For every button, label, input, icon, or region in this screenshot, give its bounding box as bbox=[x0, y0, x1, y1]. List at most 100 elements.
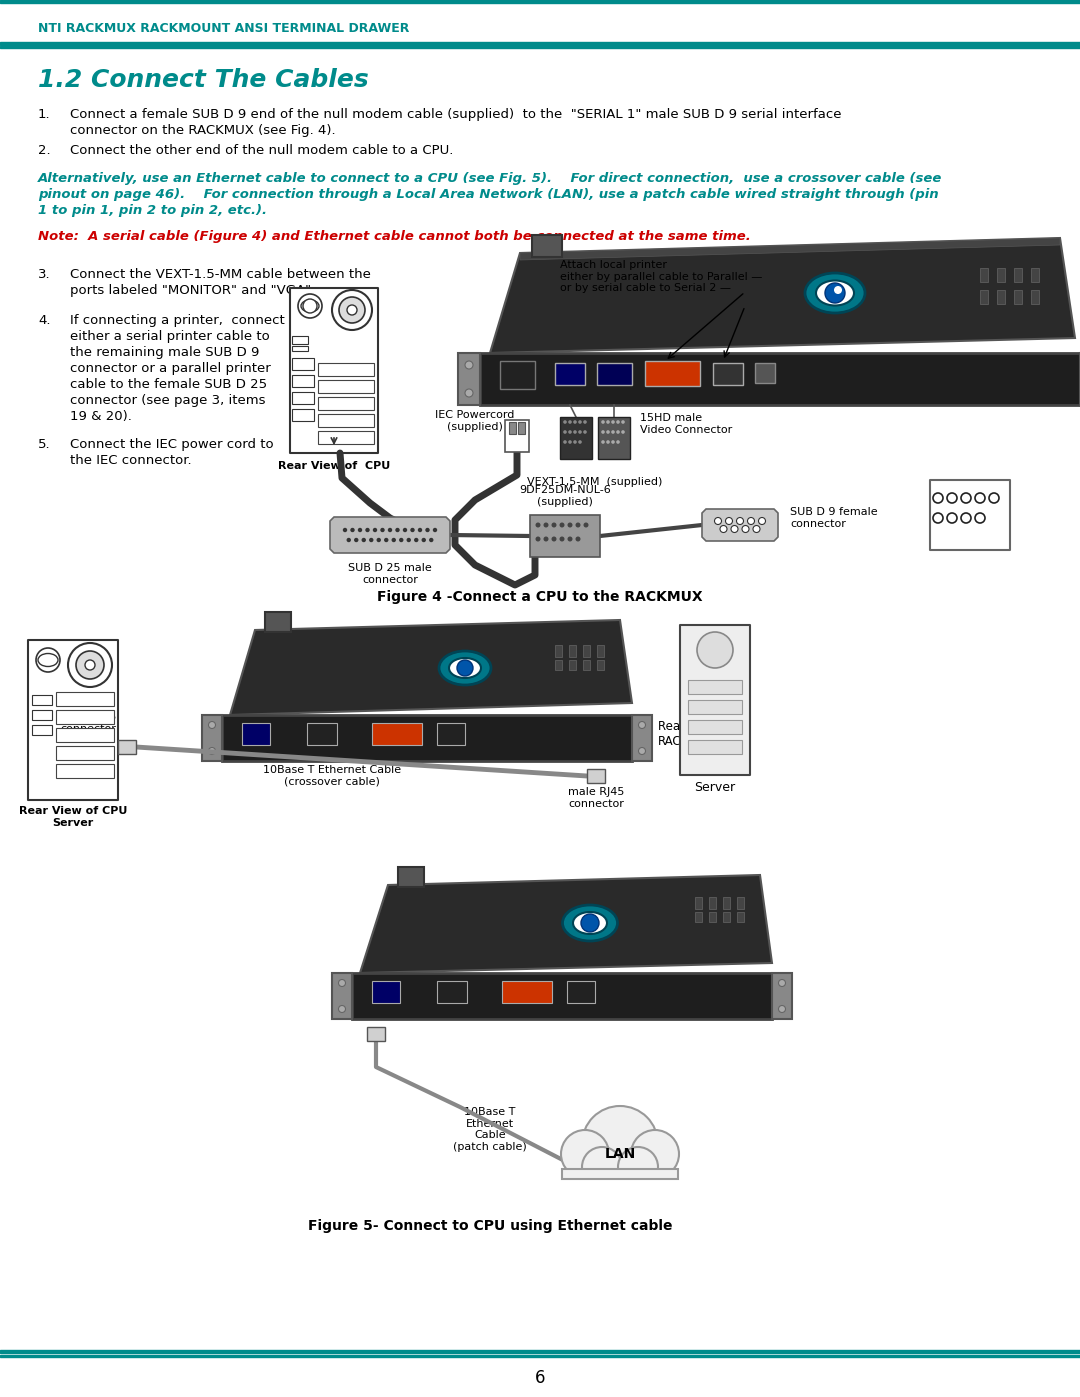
Circle shape bbox=[536, 522, 540, 528]
Bar bbox=[292, 374, 314, 387]
Bar bbox=[532, 235, 562, 257]
Circle shape bbox=[582, 1106, 658, 1182]
Circle shape bbox=[602, 430, 605, 434]
Circle shape bbox=[606, 440, 610, 444]
Circle shape bbox=[347, 538, 351, 542]
Circle shape bbox=[621, 430, 625, 434]
Circle shape bbox=[465, 388, 473, 397]
Bar bbox=[318, 432, 374, 444]
Text: 1.2 Connect The Cables: 1.2 Connect The Cables bbox=[38, 68, 368, 92]
Text: IEC Powercord
(supplied): IEC Powercord (supplied) bbox=[435, 409, 515, 432]
Text: 10Base T
Ethernet
Cable
(patch cable): 10Base T Ethernet Cable (patch cable) bbox=[454, 1106, 527, 1151]
Circle shape bbox=[568, 430, 571, 434]
Circle shape bbox=[362, 538, 366, 542]
Circle shape bbox=[342, 528, 347, 532]
Circle shape bbox=[975, 513, 985, 522]
Text: Attach local printer
either by parallel cable to Parallel —
or by serial cable t: Attach local printer either by parallel … bbox=[561, 260, 762, 293]
Polygon shape bbox=[230, 620, 632, 715]
Ellipse shape bbox=[301, 300, 319, 312]
Bar bbox=[292, 337, 308, 344]
Text: 15HD male
Video Connector: 15HD male Video Connector bbox=[640, 414, 732, 434]
Bar bbox=[530, 515, 600, 557]
Bar bbox=[372, 724, 422, 745]
Bar bbox=[518, 422, 525, 434]
Bar bbox=[696, 897, 702, 909]
Circle shape bbox=[457, 659, 473, 676]
Circle shape bbox=[779, 1006, 785, 1013]
Circle shape bbox=[779, 979, 785, 986]
Bar bbox=[688, 700, 742, 714]
Circle shape bbox=[561, 1130, 609, 1178]
Circle shape bbox=[76, 651, 104, 679]
Bar bbox=[588, 768, 605, 782]
Ellipse shape bbox=[438, 651, 491, 685]
Bar bbox=[307, 724, 337, 745]
Text: LAN: LAN bbox=[605, 1147, 636, 1161]
Circle shape bbox=[406, 538, 411, 542]
Circle shape bbox=[377, 538, 381, 542]
Bar bbox=[555, 363, 585, 386]
Bar bbox=[318, 363, 374, 376]
Circle shape bbox=[568, 420, 571, 423]
Bar bbox=[56, 710, 114, 724]
Text: Connect the IEC power cord to: Connect the IEC power cord to bbox=[70, 439, 273, 451]
Bar bbox=[737, 897, 744, 909]
Bar bbox=[367, 1027, 384, 1041]
Circle shape bbox=[567, 522, 572, 528]
Circle shape bbox=[720, 525, 727, 532]
Ellipse shape bbox=[38, 654, 58, 666]
Circle shape bbox=[638, 721, 646, 728]
Bar bbox=[318, 414, 374, 427]
Text: 2.: 2. bbox=[38, 144, 51, 156]
Circle shape bbox=[578, 430, 582, 434]
Circle shape bbox=[357, 528, 362, 532]
Text: If connecting a printer,  connect: If connecting a printer, connect bbox=[70, 314, 285, 327]
Circle shape bbox=[742, 525, 750, 532]
Circle shape bbox=[85, 659, 95, 671]
Bar bbox=[708, 912, 716, 922]
Circle shape bbox=[573, 420, 577, 423]
Bar bbox=[980, 291, 988, 305]
Bar bbox=[332, 972, 352, 1018]
Ellipse shape bbox=[449, 658, 481, 678]
Bar bbox=[597, 363, 632, 386]
Polygon shape bbox=[702, 509, 778, 541]
Text: SUB D 9 female
connector: SUB D 9 female connector bbox=[789, 507, 878, 528]
Circle shape bbox=[465, 360, 473, 369]
Bar bbox=[723, 912, 730, 922]
Text: 4.: 4. bbox=[38, 314, 51, 327]
Bar bbox=[558, 1169, 681, 1194]
Circle shape bbox=[573, 430, 577, 434]
Bar bbox=[291, 288, 378, 453]
Bar bbox=[632, 715, 652, 761]
Circle shape bbox=[731, 525, 738, 532]
Bar bbox=[502, 981, 552, 1003]
Bar bbox=[458, 353, 480, 405]
Bar bbox=[583, 645, 590, 657]
Circle shape bbox=[726, 517, 732, 524]
Text: either a serial printer cable to: either a serial printer cable to bbox=[70, 330, 270, 344]
Bar bbox=[598, 416, 630, 460]
Bar bbox=[555, 659, 562, 671]
Text: the remaining male SUB D 9: the remaining male SUB D 9 bbox=[70, 346, 259, 359]
Circle shape bbox=[380, 528, 384, 532]
Text: 3.: 3. bbox=[38, 268, 51, 281]
Circle shape bbox=[36, 648, 60, 672]
Bar bbox=[0, 42, 1080, 45]
Bar bbox=[688, 719, 742, 733]
Bar bbox=[772, 972, 792, 1018]
Circle shape bbox=[933, 493, 943, 503]
Bar bbox=[265, 612, 291, 631]
Circle shape bbox=[758, 517, 766, 524]
Bar bbox=[1014, 291, 1022, 305]
Circle shape bbox=[552, 522, 556, 528]
Bar bbox=[708, 897, 716, 909]
Bar bbox=[980, 268, 988, 282]
Text: male RJ45
connector: male RJ45 connector bbox=[568, 787, 624, 809]
Bar bbox=[437, 981, 467, 1003]
Circle shape bbox=[552, 536, 556, 542]
Circle shape bbox=[369, 538, 374, 542]
Circle shape bbox=[583, 522, 589, 528]
Bar bbox=[505, 420, 529, 453]
Circle shape bbox=[429, 538, 433, 542]
